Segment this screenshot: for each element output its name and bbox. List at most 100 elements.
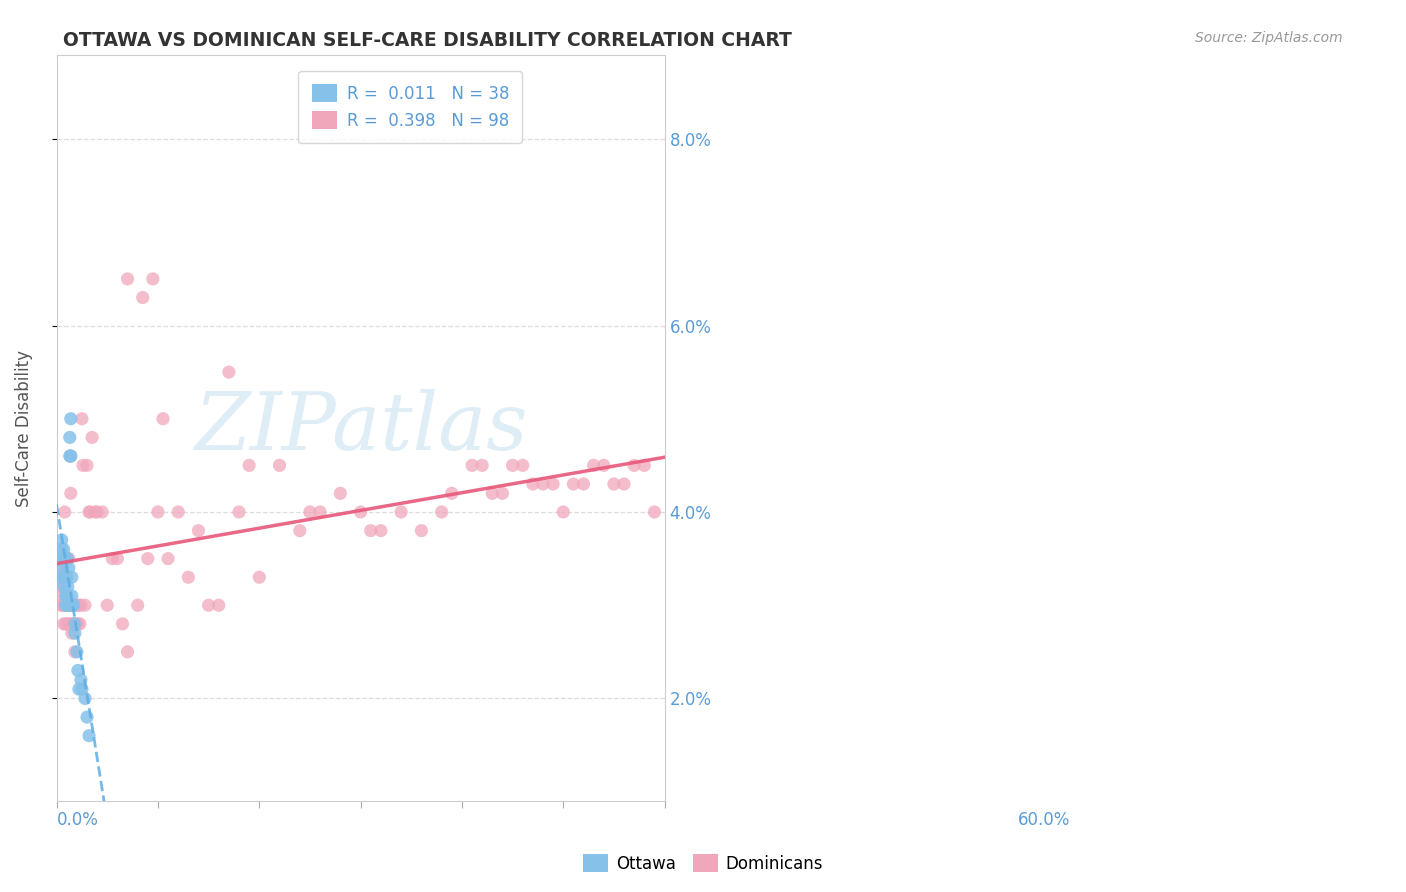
Point [63, 626, 86, 640]
Point [63, 616, 86, 631]
Point [238, 458, 260, 473]
Point [60, 589, 83, 603]
Point [51, 533, 73, 547]
Point [69, 616, 91, 631]
Point [471, 458, 494, 473]
Legend: R =  0.011   N = 38, R =  0.398   N = 98: R = 0.011 N = 38, R = 0.398 N = 98 [298, 71, 523, 144]
Point [247, 570, 270, 584]
Point [63, 598, 86, 612]
Point [572, 477, 595, 491]
Point [218, 365, 240, 379]
Point [52, 542, 75, 557]
Point [77, 505, 100, 519]
Point [70, 682, 93, 697]
Point [107, 551, 129, 566]
Point [512, 458, 534, 473]
Point [73, 598, 96, 612]
Y-axis label: Self-Care Disability: Self-Care Disability [15, 350, 32, 507]
Point [360, 524, 382, 538]
Point [66, 664, 89, 678]
Point [531, 477, 554, 491]
Point [582, 458, 605, 473]
Point [411, 524, 433, 538]
Point [491, 486, 513, 500]
Point [146, 505, 169, 519]
Point [56, 580, 79, 594]
Point [522, 477, 544, 491]
Point [111, 616, 134, 631]
Point [430, 505, 453, 519]
Point [55, 589, 77, 603]
Point [91, 505, 114, 519]
Point [52, 561, 75, 575]
Point [633, 458, 655, 473]
Point [349, 505, 371, 519]
Point [541, 477, 564, 491]
Text: OTTAWA VS DOMINICAN SELF-CARE DISABILITY CORRELATION CHART: OTTAWA VS DOMINICAN SELF-CARE DISABILITY… [63, 31, 792, 50]
Point [52, 598, 75, 612]
Point [132, 291, 155, 305]
Point [59, 598, 82, 612]
Point [58, 598, 80, 612]
Point [309, 505, 332, 519]
Point [52, 570, 75, 584]
Point [59, 449, 82, 463]
Point [56, 598, 79, 612]
Point [562, 477, 585, 491]
Point [52, 570, 75, 584]
Point [80, 430, 103, 444]
Point [177, 570, 200, 584]
Point [329, 486, 352, 500]
Point [370, 524, 392, 538]
Point [62, 598, 84, 612]
Point [389, 505, 412, 519]
Legend: Ottawa, Dominicans: Ottawa, Dominicans [576, 847, 830, 880]
Point [60, 570, 83, 584]
Point [502, 458, 524, 473]
Point [52, 551, 75, 566]
Text: ZIPatlas: ZIPatlas [194, 389, 527, 467]
Point [67, 682, 90, 697]
Point [53, 505, 76, 519]
Point [55, 616, 77, 631]
Point [228, 505, 250, 519]
Point [70, 598, 93, 612]
Point [59, 430, 82, 444]
Point [70, 673, 93, 687]
Point [52, 616, 75, 631]
Point [53, 551, 76, 566]
Point [197, 598, 219, 612]
Point [62, 616, 84, 631]
Point [76, 458, 98, 473]
Point [481, 486, 503, 500]
Point [70, 411, 93, 425]
Point [66, 598, 89, 612]
Point [63, 598, 86, 612]
Point [55, 598, 77, 612]
Point [62, 598, 84, 612]
Point [208, 598, 231, 612]
Point [167, 505, 190, 519]
Point [73, 691, 96, 706]
Point [592, 458, 614, 473]
Point [117, 645, 139, 659]
Point [65, 616, 87, 631]
Point [55, 570, 77, 584]
Point [603, 477, 626, 491]
Point [553, 505, 575, 519]
Point [53, 551, 76, 566]
Point [52, 598, 75, 612]
Point [77, 729, 100, 743]
Point [84, 505, 107, 519]
Point [53, 570, 76, 584]
Point [142, 272, 165, 286]
Point [101, 551, 124, 566]
Point [67, 598, 90, 612]
Point [51, 542, 73, 557]
Point [623, 458, 645, 473]
Point [152, 411, 174, 425]
Point [63, 616, 86, 631]
Point [59, 449, 82, 463]
Point [79, 505, 101, 519]
Point [613, 477, 636, 491]
